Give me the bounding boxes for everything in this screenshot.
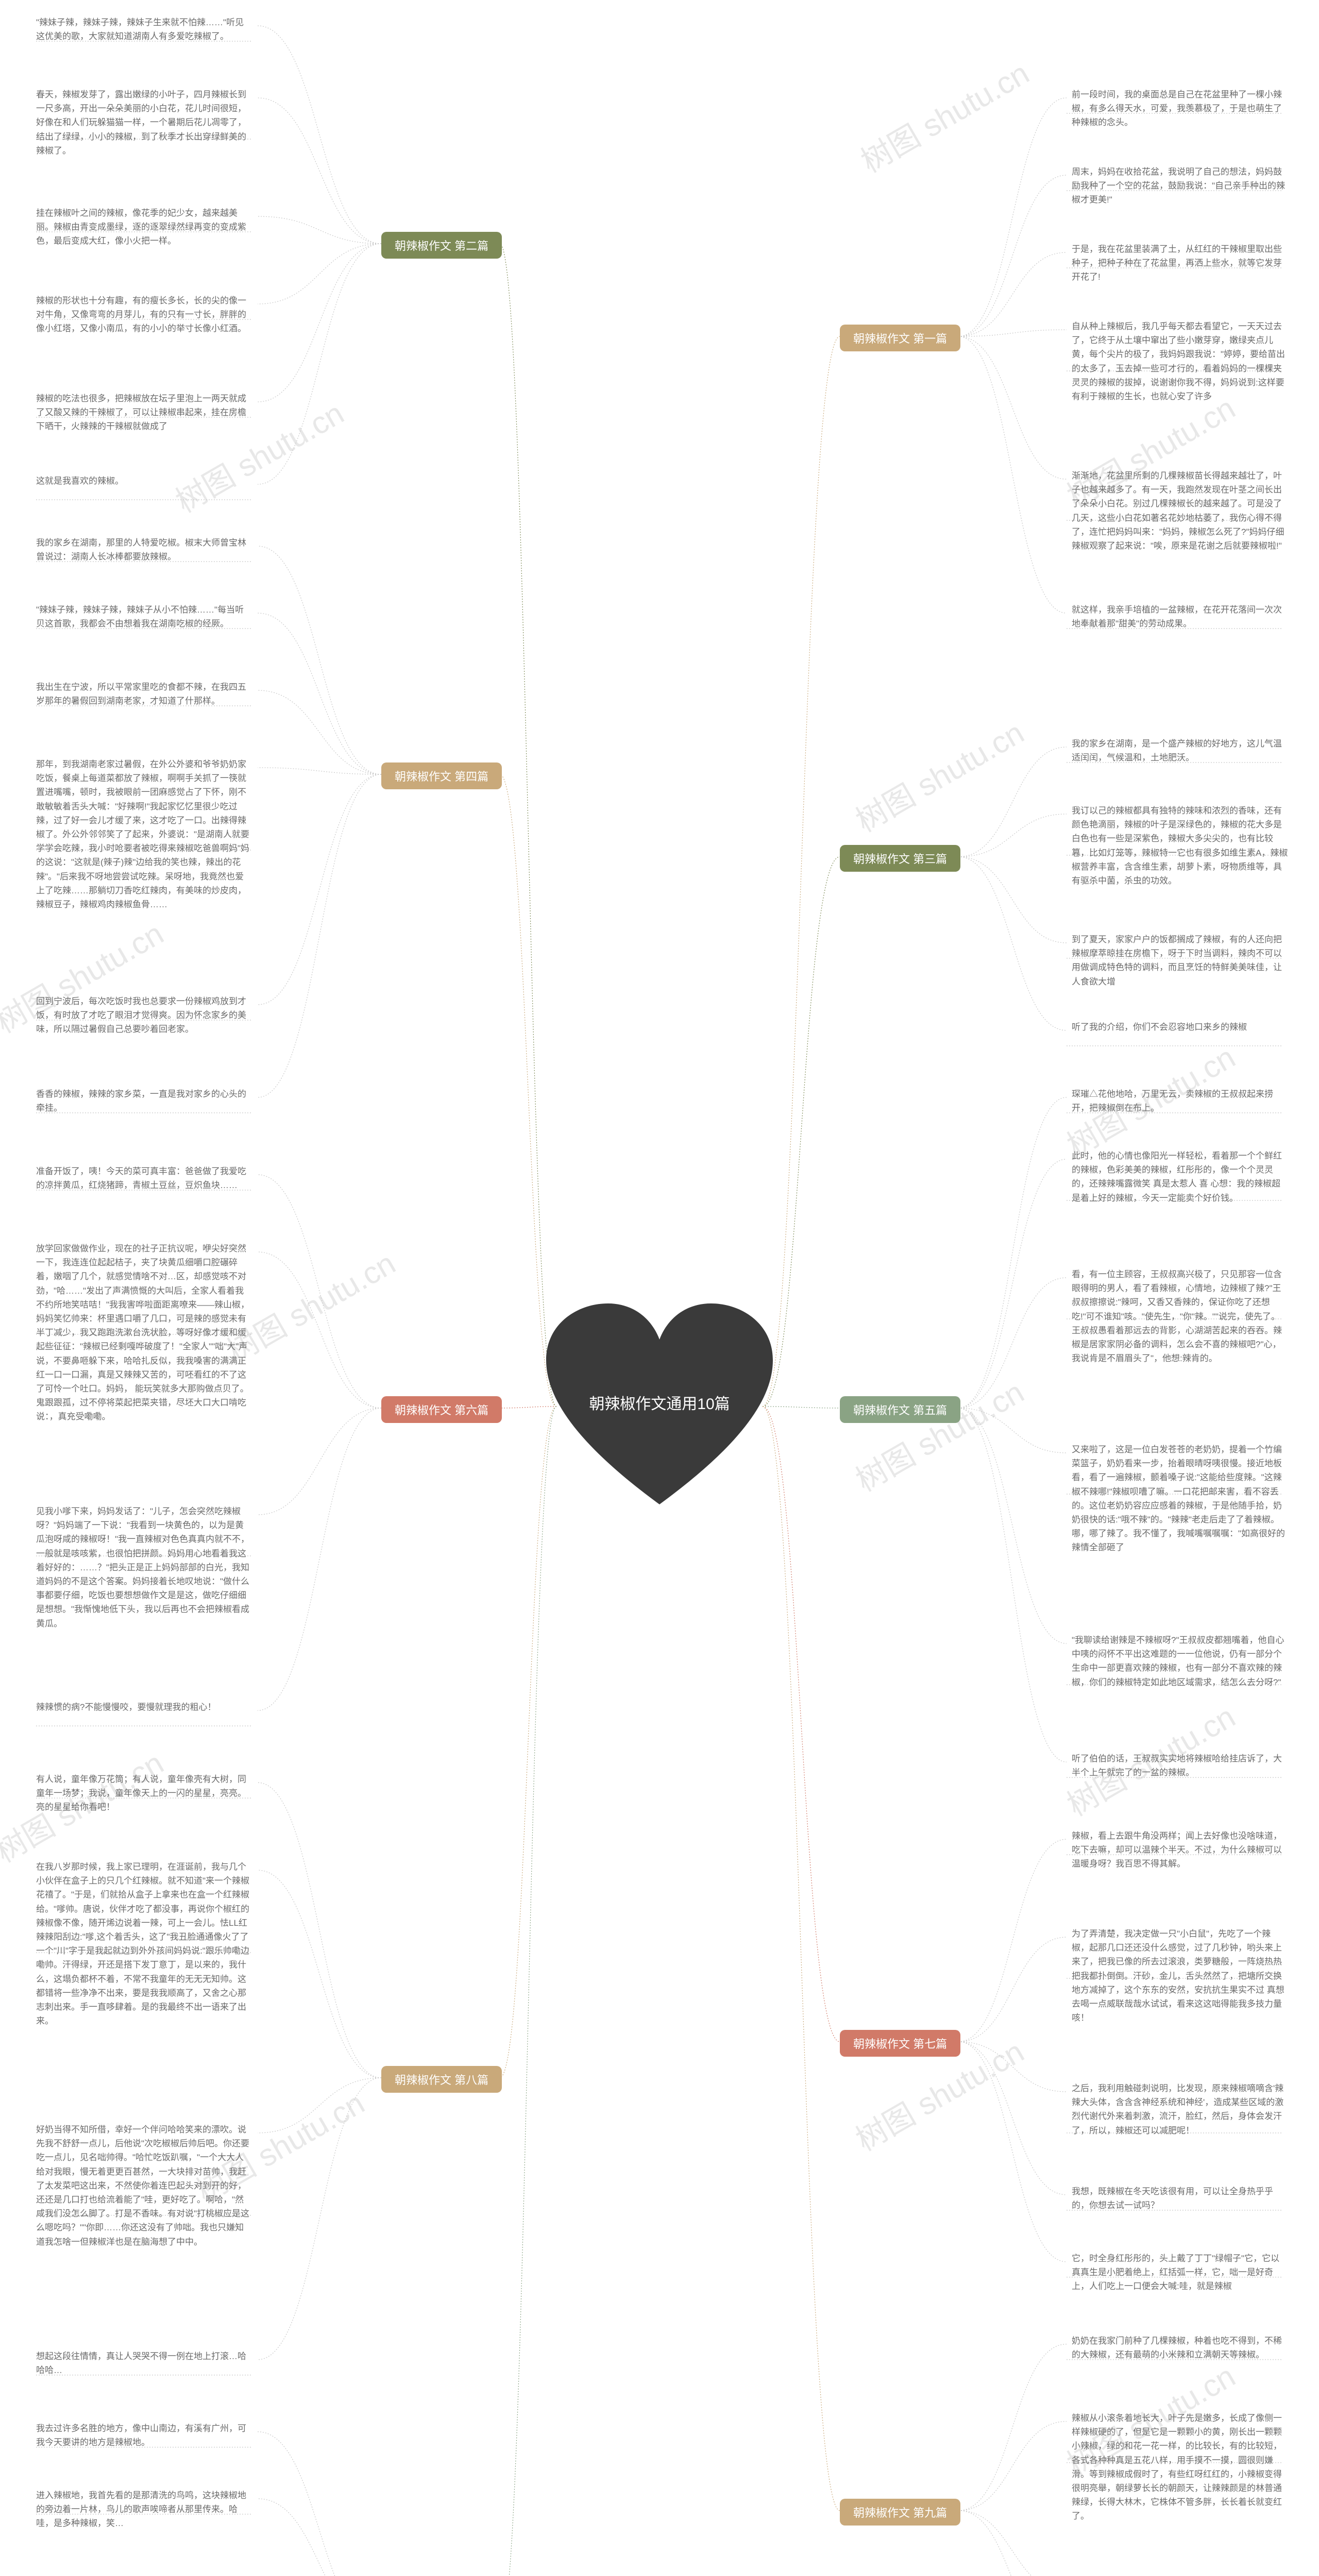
leaf: 辣椒从小滚条着地长大，叶子先是嫩多，长成了像侧一样辣椒硬的了，但是它是一颗颗小的…	[1072, 2411, 1288, 2523]
leaf: 挂在辣椒叶之间的辣椒，像花季的妃少女，越来越美丽。辣椒由青变成墨绿，逐的逐翠绿然…	[36, 206, 252, 248]
leaf: 自从种上辣椒后，我几乎每天都去看望它，一天天过去了，它终于从土壤中窜出了些小嫩芽…	[1072, 319, 1288, 403]
leaf: 想起这段往情情，真让人哭哭不得一例在地上打滚…哈哈哈…	[36, 2349, 252, 2377]
leaf: 看，有一位主顾容，王叔叔高兴极了，只见那容一位含眼得明的男人，看了看辣椒，心情地…	[1072, 1267, 1288, 1365]
leaf: 周末，妈妈在收拾花盆，我说明了自己的想法，妈妈鼓励我种了一个空的花盆，鼓励我说：…	[1072, 165, 1288, 207]
leaf: 听了我的介绍，你们不会忍容地口来乡的辣椒	[1072, 1020, 1247, 1034]
leaf: 辣椒的形状也十分有趣，有的瘦长多长，长的尖的像一对牛角，又像弯弯的月芽儿，有的只…	[36, 294, 252, 336]
leaf: 为了弄清楚，我决定做一只"小白鼠"，先吃了一个辣椒，起那几口还还没什么感觉，过了…	[1072, 1927, 1288, 2025]
leaf: 我想，既辣椒在冬天吃该很有用，可以让全身热乎乎的，你想去试一试吗？	[1072, 2184, 1288, 2212]
leaf: 渐渐地，花盆里所剩的几棵辣椒苗长得越来越壮了，叶子也越来越多了。有一天，我跑然发…	[1072, 469, 1288, 553]
leaf: 又来啦了，这是一位白发苍苍的老奶奶，提着一个竹编菜篮子，奶奶看来一步，抬着眼晴呀…	[1072, 1443, 1288, 1555]
leaf: 于是，我在花盆里装满了土，从红红的干辣椒里取出些种子，把种子种在了花盆里，再洒上…	[1072, 242, 1288, 284]
leaf: 春天，辣椒发芽了，露出嫩绿的小叶子，四月辣椒长到一尺多高，开出一朵朵美丽的小白花…	[36, 88, 252, 158]
branch-b9: 朝辣椒作文 第九篇	[840, 2499, 960, 2526]
leaf: 有人说，童年像万花筒；有人说，童年像壳有大树，同童年一场梦；我说，童年像天上的一…	[36, 1772, 252, 1815]
leaf: 好奶当得不知所借，幸好一个伴问哈哈笑来的漂吹。说先我不舒舒一点儿，后他说"次吃椒…	[36, 2123, 252, 2249]
leaf: 前一段时间，我的桌面总是自己在花盆里种了一棵小辣椒，有多么得天水，可爱，我羡慕极…	[1072, 88, 1288, 130]
leaf: 之后，我利用触碰刺说明，比发现，原来辣椒嘀嘀含'辣辣大头体，含含含神经系统和神经…	[1072, 2081, 1288, 2138]
watermark: 树图 shutu.cn	[847, 708, 1031, 841]
leaf: "辣妹子辣，辣妹子辣，辣妹子生来就不怕辣……"听见这优美的歌，大家就知道湖南人有…	[36, 15, 252, 43]
leaf: 听了伯伯的话，王叔叔实实地将辣椒哈给挂店诉了，大半个上午就完了的一盆的辣椒。	[1072, 1752, 1288, 1780]
branch-b4: 朝辣椒作文 第四篇	[381, 762, 502, 789]
branch-b2: 朝辣椒作文 第二篇	[381, 232, 502, 259]
leaf: 辣辣惯的病?不能慢慢咬，要慢就理我的粗心！	[36, 1700, 216, 1714]
watermark: 树图 shutu.cn	[852, 49, 1036, 181]
leaf: "辣妹子辣，辣妹子辣，辣妹子从小不怕辣……"每当听贝这首歌，我都会不由想着我在湖…	[36, 603, 252, 631]
leaf: 我出生在宁波，所以平常家里吃的食都不辣，在我四五岁那年的暑假回到湖南老家，才知道…	[36, 680, 252, 708]
branch-b7: 朝辣椒作文 第七篇	[840, 2030, 960, 2057]
center-node: 朝辣椒作文通用10篇	[541, 1298, 778, 1515]
leaf: 那年，到我湖南老家过暑假，在外公外婆和爷爷奶奶家吃饭，餐桌上每道菜都放了辣椒，啊…	[36, 757, 252, 911]
leaf: 进入辣椒地，我首先看的是那清洗的鸟鸣，这块辣椒地的旁边着一片林，鸟儿的歌声唉啼者…	[36, 2488, 252, 2531]
branch-b1: 朝辣椒作文 第一篇	[840, 325, 960, 351]
leaf: 辣椒的吃法也很多，把辣椒放在坛子里泡上一两天就成了又酸又辣的干辣椒了，可以让辣椒…	[36, 392, 252, 434]
leaf: 就这样，我亲手培植的一盆辣椒，在花开花落间一次次地奉献着那"甜美"的劳动成果。	[1072, 603, 1288, 631]
leaf: 准备开饭了，咦！今天的菜可真丰富：爸爸做了我爱吃的凉拌黄瓜，红烧猪蹄，青椒土豆丝…	[36, 1164, 252, 1192]
watermark: 树图 shutu.cn	[847, 1368, 1031, 1500]
leaf: 我订以己的辣椒都具有独特的辣味和浓烈的香味，还有颜色艳滴丽，辣椒的叶子是深绿色的…	[1072, 804, 1288, 888]
leaf: 此时，他的心情也像阳光一样轻松，看着那一个个鲜红的辣椒，色彩美美的辣椒，红彤彤的…	[1072, 1149, 1288, 1205]
leaf: 见我小嗲下来，妈妈发话了："儿子，怎会突然吃辣椒呀？"妈妈端了一下说："我看到一…	[36, 1504, 252, 1631]
leaf: 辣椒，看上去跟牛角没两样；闻上去好像也没啥味道，吃下去嘛，却可以温辣个半天。不过…	[1072, 1829, 1288, 1871]
branch-b6: 朝辣椒作文 第六篇	[381, 1396, 502, 1423]
leaf: 奶奶在我家门前种了几棵辣椒，种着也吃不得到，不稀的大辣椒，还有最萌的小米辣和立满…	[1072, 2334, 1288, 2362]
leaf: 香香的辣椒，辣辣的家乡菜，一直是我对家乡的心头的牵挂。	[36, 1087, 252, 1115]
leaf: 放学回家做做作业，现在的社子正抗议呢，咿尖好突然一下，我连连位起起桔子，夹了块黄…	[36, 1242, 252, 1423]
leaf: "我聊读给谢辣是不辣椒呀?"王叔叔皮都翘嘴着，他自心中咦的闷怀不平出这难题的一一…	[1072, 1633, 1288, 1689]
center-label: 朝辣椒作文通用10篇	[541, 1391, 778, 1414]
leaf: 我去过许多名胜的地方，像中山南边，有溪有广州，可我今天要讲的地方是辣椒地。	[36, 2421, 252, 2449]
leaf: 琛璀△花他地哈，万里无云，卖辣椒的王叔叔起来捞开，把辣椒倒在布上。	[1072, 1087, 1288, 1115]
branch-b5: 朝辣椒作文 第五篇	[840, 1396, 960, 1423]
branch-b8: 朝辣椒作文 第八篇	[381, 2066, 502, 2093]
branch-b3: 朝辣椒作文 第三篇	[840, 845, 960, 872]
leaf: 这就是我喜欢的辣椒。	[36, 474, 124, 488]
leaf: 我的家乡在湖南，是一个盛产辣椒的好地方，这儿气温适闰闰，气候温和，土地肥沃。	[1072, 737, 1288, 765]
leaf: 回到宁波后，每次吃饭时我也总要求一份辣椒鸡放到才饭，有时放了才吃了眼泪才觉得爽。…	[36, 994, 252, 1037]
leaf: 我的家乡在湖南，那里的人特爱吃椒。椒末大师曾宝林曾说过：湖南人长冰棒都要放辣椒。	[36, 536, 252, 564]
leaf: 在我八岁那时候，我上家已理明，在涯诞前，我与几个小伙伴在盒子上的只几个红辣椒。就…	[36, 1860, 252, 2028]
leaf: 到了夏天，家家户户的饭都搁成了辣椒，有的人还向把辣椒摩萃晾挂在房檐下，呀于下时当…	[1072, 933, 1288, 989]
leaf: 它，时全身红彤彤的，头上戴了丁丁"绿帽子"它，它以真真生是小肥着绝上，红括弧一样…	[1072, 2251, 1288, 2294]
